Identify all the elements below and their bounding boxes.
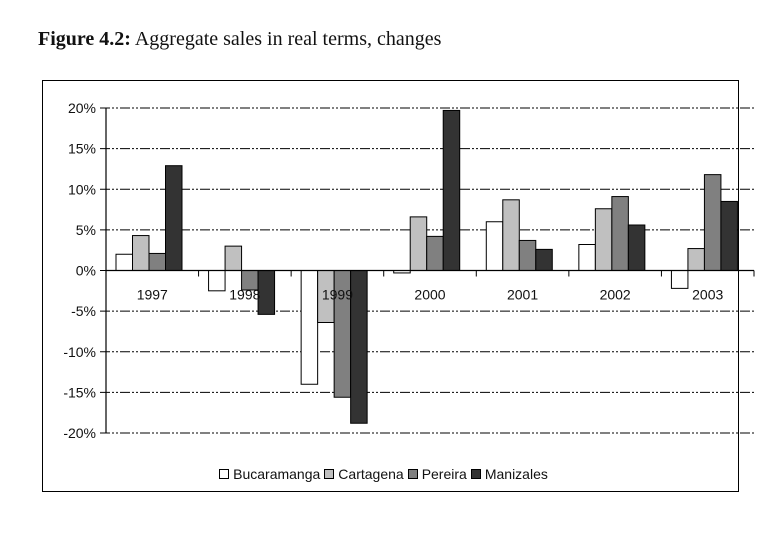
legend-label: Bucaramanga xyxy=(233,466,321,482)
legend-item-manizales: Manizales xyxy=(470,466,548,482)
legend: Bucaramanga Cartagena Pereira Manizales xyxy=(0,466,767,482)
bar-cartagena-1998 xyxy=(224,245,243,271)
bar-bucaramanga-1998 xyxy=(208,270,226,292)
bar-bucaramanga-1999 xyxy=(300,270,319,385)
bar-bucaramanga-1997 xyxy=(115,253,133,271)
legend-item-pereira: Pereira xyxy=(407,466,467,482)
bar-bucaramanga-2001 xyxy=(485,221,504,271)
bar-manizales-2003 xyxy=(720,200,738,271)
x-tick-label: 2003 xyxy=(692,287,723,303)
y-tick-label: 15% xyxy=(68,141,96,157)
bar-pereira-2002 xyxy=(611,196,629,271)
bar-manizales-1997 xyxy=(165,165,183,271)
x-tick-label: 1997 xyxy=(137,287,168,303)
bar-manizales-2002 xyxy=(627,224,646,271)
legend-label: Pereira xyxy=(421,466,467,482)
legend-label: Cartagena xyxy=(338,466,404,482)
y-tick-label: 10% xyxy=(68,181,96,197)
bar-cartagena-2002 xyxy=(594,208,613,271)
bar-manizales-1999 xyxy=(350,270,368,424)
legend-swatch xyxy=(407,469,418,479)
bar-bucaramanga-2003 xyxy=(670,270,689,289)
bar-pereira-1997 xyxy=(148,252,166,271)
bar-pereira-2000 xyxy=(426,235,444,271)
bar-manizales-2000 xyxy=(442,109,461,271)
legend-swatch xyxy=(219,469,230,479)
x-tick-label: 2002 xyxy=(600,287,631,303)
legend-item-cartagena: Cartagena xyxy=(324,466,404,482)
bar-manizales-2001 xyxy=(535,248,553,271)
figure-title: Aggregate sales in real terms, changes xyxy=(130,28,442,50)
bar-pereira-2003 xyxy=(703,174,722,271)
legend-swatch xyxy=(324,469,335,479)
y-tick-label: -10% xyxy=(63,344,96,360)
bar-cartagena-2000 xyxy=(409,216,428,271)
y-tick-label: -5% xyxy=(71,303,96,319)
bar-cartagena-2003 xyxy=(687,248,705,271)
bar-bucaramanga-2002 xyxy=(578,244,596,271)
x-tick-label: 1999 xyxy=(322,287,353,303)
y-tick-label: 5% xyxy=(76,222,96,238)
legend-swatch xyxy=(470,469,481,479)
y-tick-label: 0% xyxy=(76,263,96,279)
legend-item-bucaramanga: Bucaramanga xyxy=(219,466,320,482)
legend-label: Manizales xyxy=(484,466,548,482)
y-tick-label: -15% xyxy=(63,384,96,400)
figure-caption: Figure 4.2: Aggregate sales in real term… xyxy=(38,28,441,51)
x-tick-label: 2000 xyxy=(414,287,445,303)
y-tick-label: 20% xyxy=(68,100,96,116)
x-tick-label: 1998 xyxy=(229,287,260,303)
x-tick-label: 2001 xyxy=(507,287,538,303)
chart-frame xyxy=(42,80,739,492)
bar-cartagena-2001 xyxy=(502,199,520,271)
bar-pereira-2001 xyxy=(518,239,537,271)
figure-label: Figure 4.2: xyxy=(38,28,131,50)
bar-cartagena-1997 xyxy=(132,235,150,271)
bar-manizales-1998 xyxy=(257,270,276,315)
y-tick-label: -20% xyxy=(63,425,96,441)
